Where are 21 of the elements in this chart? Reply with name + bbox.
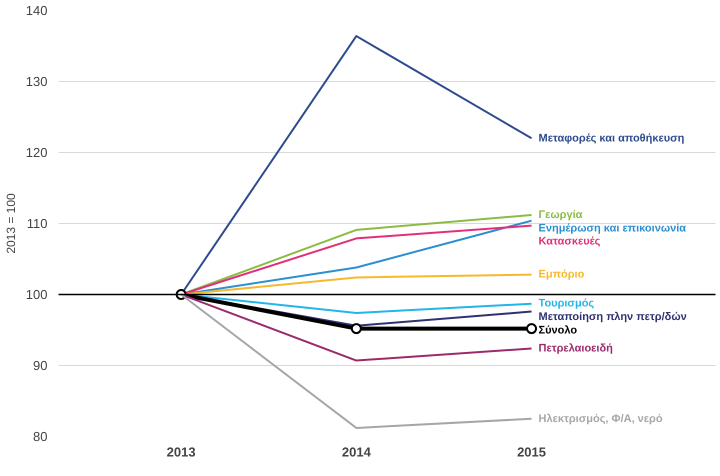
x-tick-label: 2014	[342, 444, 372, 460]
y-tick-label: 100	[26, 287, 48, 302]
x-tick-label: 2013	[166, 444, 196, 460]
y-tick-label: 80	[33, 429, 48, 444]
series-label: Πετρελαιοειδή	[538, 342, 614, 354]
x-tick-label: 2015	[517, 444, 546, 460]
y-axis-title: 2013 = 100	[4, 192, 18, 254]
series-label: Εμπόριο	[538, 268, 585, 281]
series-label: Σύνολο	[538, 324, 578, 336]
series-label: Τουρισμός	[538, 298, 594, 310]
y-tick-label: 110	[26, 216, 48, 231]
series-label: Ενημέρωση και επικοινωνία	[538, 222, 686, 234]
series-label: Μεταφορές και αποθήκευση	[538, 132, 685, 144]
y-tick-label: 120	[26, 145, 48, 160]
series-label: Κατασκευές	[538, 236, 601, 248]
y-tick-label: 90	[33, 358, 48, 373]
series-label: Ηλεκτρισμός, Φ/Α, νερό	[538, 412, 663, 425]
y-tick-label: 140	[26, 3, 48, 18]
series-label: Γεωργία	[538, 208, 583, 221]
y-tick-label: 130	[26, 74, 48, 89]
series-label: Μεταποίηση πλην πετρ/δών	[538, 311, 687, 324]
